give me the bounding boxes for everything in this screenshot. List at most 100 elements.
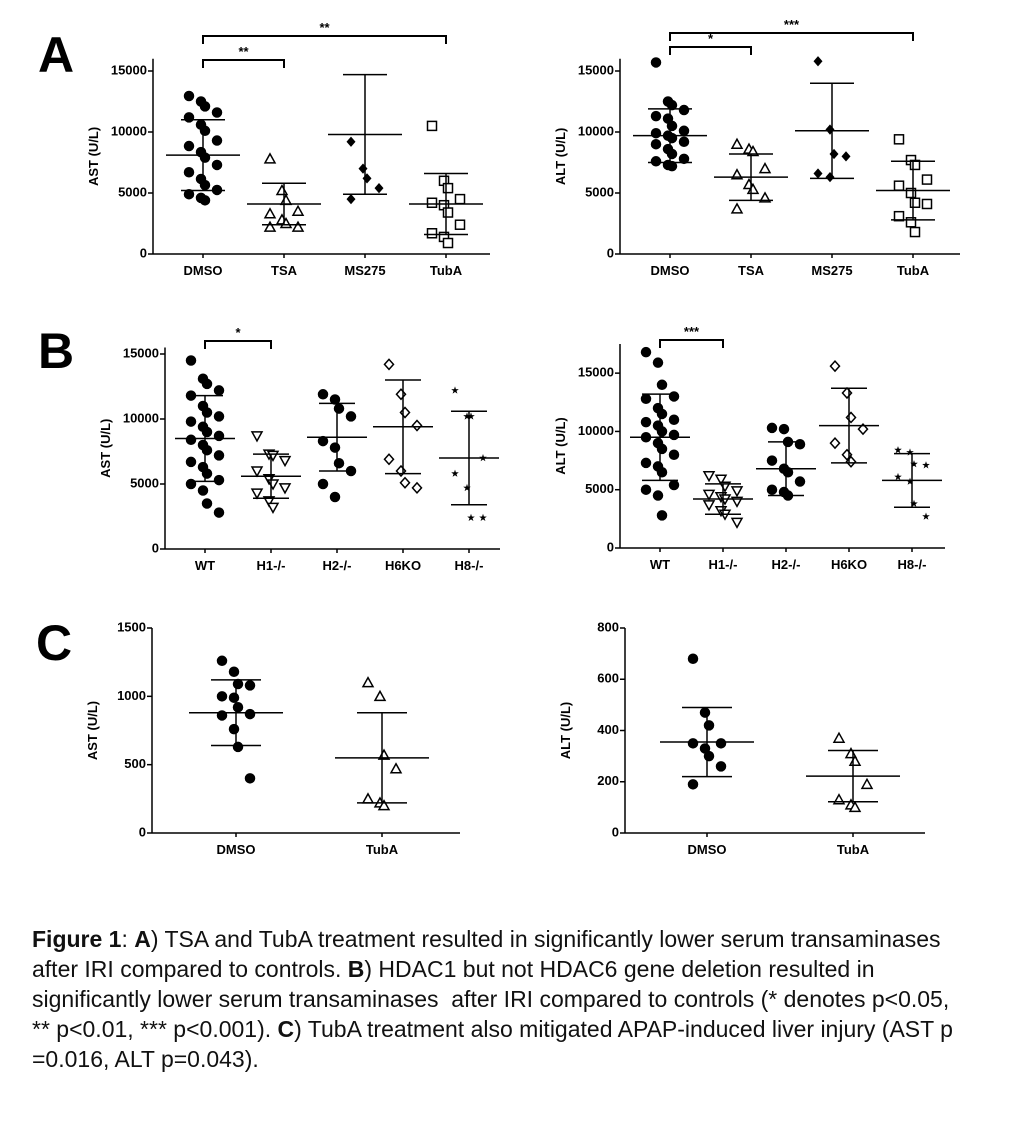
significance-label: * (708, 31, 714, 46)
dot (197, 485, 209, 496)
y-tick-label: 1500 (117, 619, 146, 634)
dot (232, 678, 244, 690)
dot (703, 750, 715, 762)
dot (275, 184, 289, 196)
dot (905, 187, 917, 199)
x-tick-label: TubA (897, 263, 930, 278)
y-tick-label: 0 (607, 539, 614, 554)
dot (399, 406, 411, 419)
dot (201, 378, 213, 390)
dot (687, 738, 699, 749)
x-tick-label: H8-/- (455, 558, 484, 573)
y-tick-label: 5000 (585, 184, 614, 199)
dot (426, 197, 438, 209)
dot (411, 419, 423, 432)
dot (426, 120, 438, 132)
dot (702, 470, 716, 483)
y-axis-label: AST (U/L) (98, 419, 113, 478)
y-tick-label: 10000 (578, 123, 614, 138)
dot (395, 388, 407, 401)
dot (656, 426, 668, 437)
x-tick-label: TubA (366, 842, 399, 857)
dot (201, 498, 213, 509)
dot (263, 152, 277, 164)
significance-label: * (235, 325, 241, 340)
y-tick-label: 200 (597, 773, 619, 788)
dot (183, 90, 195, 102)
dot (451, 469, 459, 477)
dot (678, 153, 690, 165)
dot (652, 490, 664, 501)
dot (845, 411, 857, 424)
dot (813, 56, 823, 67)
caption: Figure 1: A) TSA and TubA treatment resu… (32, 924, 972, 1074)
significance-bracket (669, 46, 752, 55)
dot (183, 140, 195, 152)
dot (211, 159, 223, 171)
dot (463, 412, 471, 420)
dot (703, 720, 715, 731)
y-axis-label: AST (U/L) (86, 127, 101, 186)
dot (687, 653, 699, 664)
caption-run: B (347, 956, 365, 982)
dot (687, 779, 699, 790)
dot (185, 434, 197, 446)
dot (906, 477, 914, 485)
x-tick-label: WT (650, 557, 670, 572)
dot (832, 731, 846, 743)
dot (656, 443, 668, 455)
dot (213, 385, 225, 396)
dot (213, 411, 225, 422)
dot (829, 436, 841, 450)
dot (656, 510, 668, 521)
y-tick-label: 15000 (578, 365, 614, 380)
y-tick-label: 500 (124, 756, 146, 771)
dot (383, 358, 395, 371)
y-axis-label: AST (U/L) (85, 701, 100, 760)
dot (232, 741, 244, 753)
x-tick-label: DMSO (651, 263, 690, 278)
dot (848, 800, 862, 813)
dot (451, 386, 459, 394)
y-tick-label: 0 (140, 245, 147, 260)
dot (211, 107, 223, 118)
x-tick-label: H6KO (385, 558, 421, 573)
dot (442, 237, 454, 249)
caption-run: A (134, 926, 151, 952)
dot (467, 412, 475, 420)
significance-label: ** (238, 44, 249, 59)
dot (361, 792, 375, 804)
dot (668, 429, 680, 441)
dot (666, 148, 678, 160)
dot (291, 204, 305, 217)
dot (921, 198, 933, 210)
dot (383, 453, 395, 466)
dot (185, 355, 197, 366)
dot (640, 484, 652, 495)
dot (893, 210, 905, 222)
dot (730, 486, 744, 498)
caption-run: C (277, 1016, 295, 1042)
dot (263, 207, 277, 219)
x-tick-label: H1-/- (709, 557, 738, 572)
dot (389, 762, 403, 774)
dot (714, 474, 728, 486)
dot (650, 110, 662, 122)
y-tick-label: 400 (597, 722, 619, 737)
dot (702, 500, 716, 512)
dot (678, 125, 690, 137)
dot (399, 476, 411, 489)
dot (346, 136, 356, 147)
dot (922, 461, 930, 469)
dot (266, 502, 280, 514)
caption-run: : (121, 926, 135, 952)
dot (678, 104, 690, 116)
significance-bracket (202, 35, 447, 44)
dot (678, 136, 690, 148)
significance-bracket (659, 339, 724, 348)
x-tick-label: DMSO (217, 842, 256, 857)
dot (668, 479, 680, 491)
x-tick-label: TSA (738, 263, 765, 278)
x-tick-label: MS275 (344, 263, 385, 278)
dot (201, 407, 213, 418)
